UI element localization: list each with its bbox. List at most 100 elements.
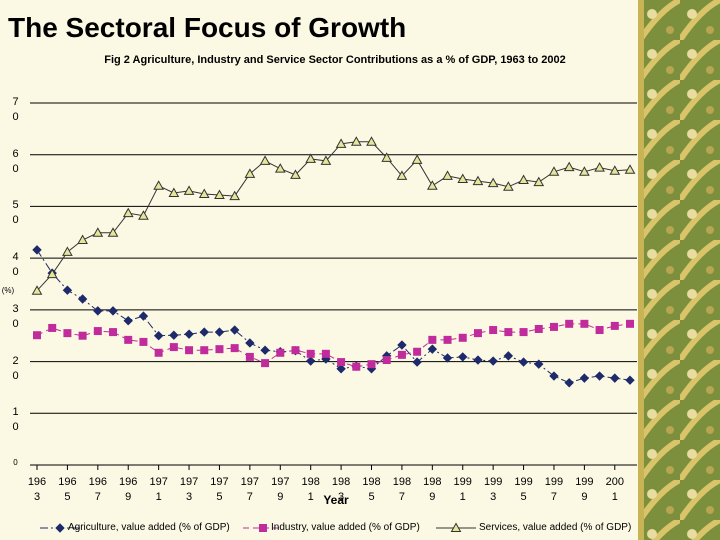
x-tick-label: 1995 [514,476,533,503]
marker [154,348,163,357]
x-tick-label: 1999 [575,476,594,503]
marker [579,166,590,176]
marker [92,227,104,237]
x-tick-label: 1997 [544,476,564,503]
marker [503,351,514,361]
marker [413,347,422,356]
marker [518,174,529,185]
marker [549,322,558,331]
marker [442,170,453,180]
legend-label: Services, value added (% of GDP) [479,522,632,533]
marker [412,357,422,367]
marker [428,335,437,344]
x-tick-label: 1985 [362,476,381,503]
marker [519,328,528,337]
marker [450,522,462,532]
marker [534,359,544,369]
x-tick-label: 1987 [392,476,412,503]
marker [305,356,316,366]
marker [352,362,361,371]
marker [107,227,119,237]
marker [503,181,514,191]
marker [381,152,393,162]
y-tick-label: 30 [12,302,19,330]
marker [473,355,483,365]
marker [337,358,346,367]
marker [184,329,194,339]
marker [442,353,453,363]
x-tick-label: 1981 [301,476,320,503]
marker [260,345,270,355]
marker [443,335,452,344]
marker [123,316,133,326]
marker [198,188,210,199]
x-tick-label: 1967 [88,476,107,503]
marker [580,319,589,328]
marker [229,190,241,201]
marker [122,207,134,218]
marker [200,346,209,355]
marker [594,162,605,172]
marker [565,319,574,328]
marker [139,337,148,346]
marker [109,328,118,337]
y-tick-label: 60 [12,147,19,175]
marker [245,338,255,348]
decoration [642,0,720,540]
chart-title: Fig 2 Agriculture, Industry and Service … [104,54,566,66]
marker [183,185,195,195]
y-tick-label: 20 [12,354,19,382]
marker [55,523,65,533]
marker [533,176,545,187]
x-tick-label: 1965 [58,476,77,503]
x-tick-label: 1977 [240,476,260,503]
marker [548,166,560,176]
marker [31,285,43,295]
decoration [638,0,644,540]
x-tick-label: 1991 [453,476,472,503]
legend-label: Industry, value added (% of GDP) [271,522,420,533]
marker [290,169,301,179]
marker [504,328,513,337]
series-line [36,141,631,292]
y-tick-label: 40 [12,251,19,279]
marker [124,335,133,344]
x-tick-label: 1989 [423,476,442,503]
marker [259,155,271,165]
series-line [36,323,631,368]
marker [625,375,635,385]
marker [305,153,317,163]
marker [472,175,484,186]
marker [214,327,225,337]
x-tick-label: 1983 [331,476,351,503]
marker [261,359,270,368]
marker [397,340,407,350]
marker [382,356,391,365]
marker [77,294,88,304]
marker [595,326,604,335]
y-tick-label: 50 [12,199,19,227]
marker [63,329,72,338]
marker [168,187,180,197]
marker [350,136,362,146]
marker [321,349,330,358]
marker [397,350,406,359]
marker [458,333,467,342]
y-tick-label: 10 [12,406,19,434]
marker [320,155,332,165]
marker [259,524,267,532]
marker [48,323,57,332]
marker [138,210,149,220]
marker [487,177,499,188]
marker [138,311,149,321]
marker [396,170,408,180]
marker [473,329,482,338]
marker [335,138,347,148]
x-tick-label: 1993 [483,476,503,503]
marker [534,324,543,333]
marker [78,331,87,340]
y-axis-label: (%) [1,286,15,295]
marker [108,306,118,316]
marker [46,268,58,279]
